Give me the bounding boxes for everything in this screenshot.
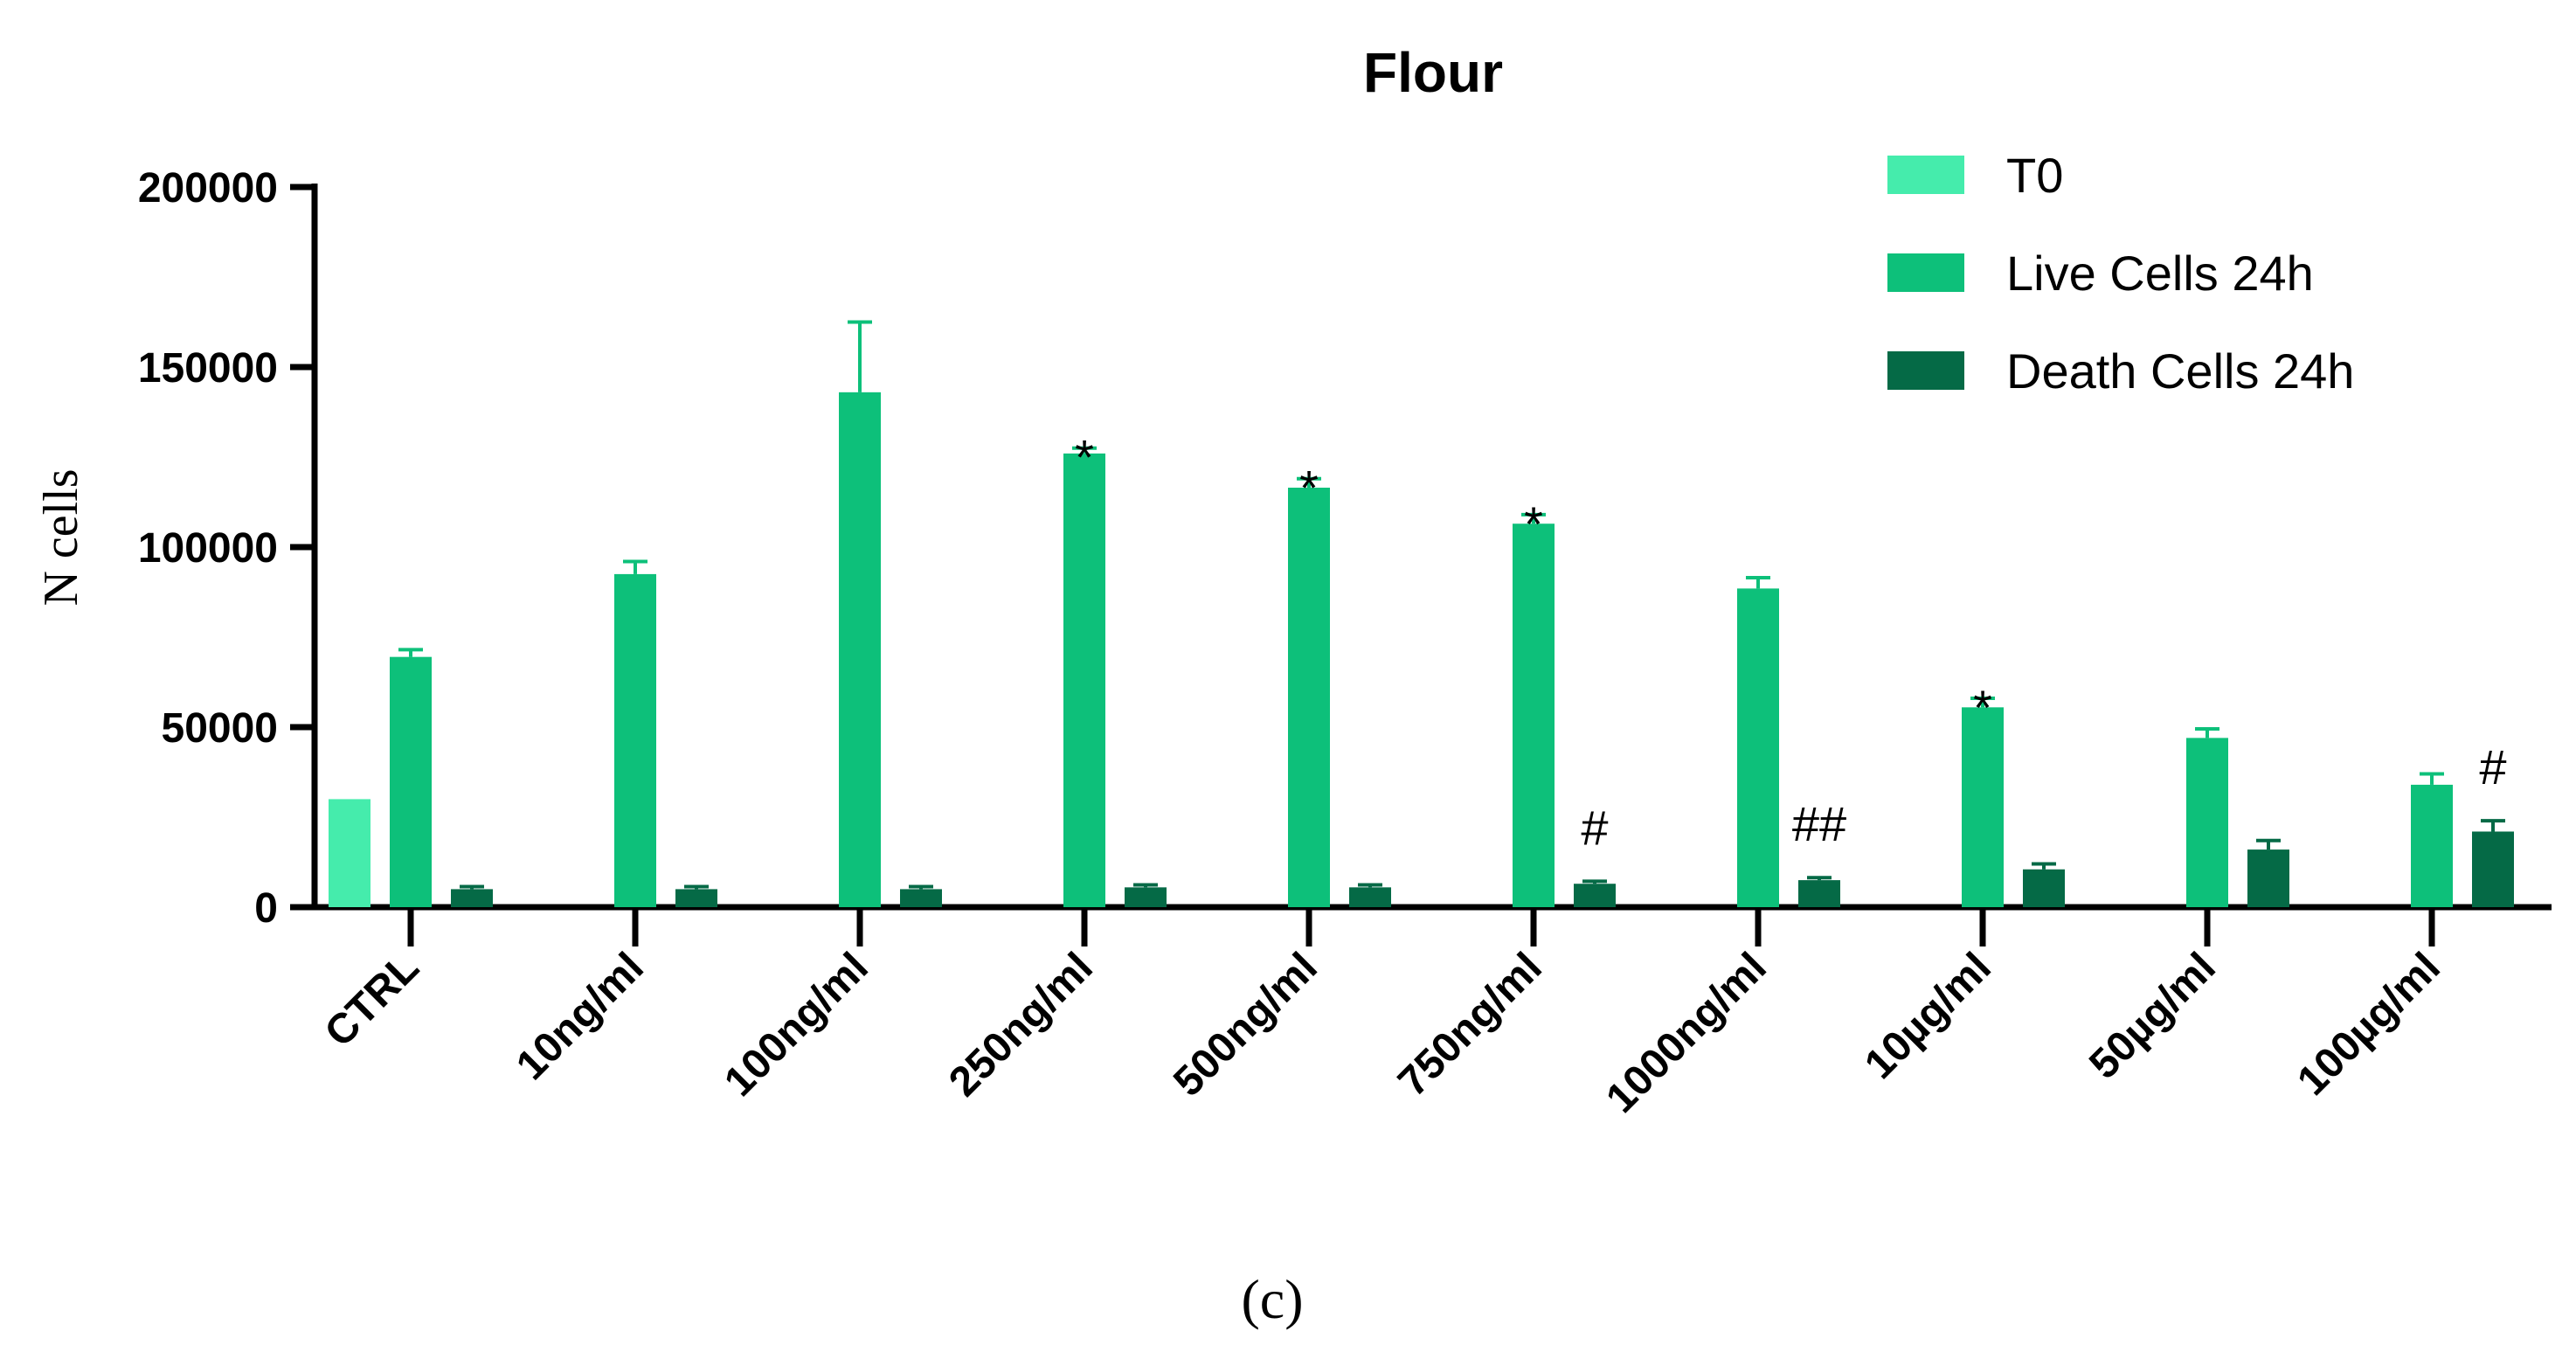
bar-death-cells-24h [2472,831,2514,907]
bar-live-cells-24h [1513,523,1555,907]
bar-live-cells-24h [839,392,881,908]
x-tick-label: 100ng/ml [716,944,877,1106]
x-tick-label: 500ng/ml [1165,944,1326,1106]
bar-death-cells-24h [2023,869,2065,907]
significance-marker: * [1524,496,1543,551]
significance-marker: # [1581,800,1608,855]
significance-marker: * [1973,680,1992,735]
x-tick-label: 750ng/ml [1389,944,1551,1106]
significance-marker: # [2479,739,2506,794]
y-tick-label: 200000 [138,165,278,211]
significance-marker: * [1299,461,1319,516]
bar-death-cells-24h [1574,884,1616,907]
bar-live-cells-24h [2186,738,2228,907]
significance-marker: ## [1792,796,1846,851]
bar-live-cells-24h [1737,588,1779,907]
bar-death-cells-24h [675,889,717,907]
legend: T0 Live Cells 24h Death Cells 24h [1887,148,2354,399]
bar-live-cells-24h [614,573,656,907]
x-tick-label: 10µg/ml [1856,944,2000,1088]
legend-swatch [1887,156,1964,194]
bar-live-cells-24h [1288,488,1330,907]
x-tick-label: 10ng/ml [508,944,653,1089]
y-tick-label: 0 [254,885,278,932]
bar-death-cells-24h [1349,887,1391,907]
significance-marker: * [1075,430,1094,485]
legend-label: Live Cells 24h [2006,246,2314,301]
legend-swatch [1887,253,1964,292]
bar-live-cells-24h [1962,707,2004,907]
chart-title: Flour [1363,41,1503,104]
bars-group: ****# ### [329,320,2514,908]
bar-death-cells-24h [451,889,493,907]
bar-live-cells-24h [2411,784,2453,907]
panel-label: (c) [1241,1268,1303,1330]
legend-swatch [1887,351,1964,390]
legend-label: Death Cells 24h [2006,343,2354,399]
x-tick-label: 50µg/ml [2081,944,2225,1088]
x-tick-label: 250ng/ml [940,944,1102,1106]
y-tick-label: 100000 [138,525,278,572]
bar-death-cells-24h [2247,849,2289,907]
bar-live-cells-24h [390,656,432,907]
y-tick-label: 50000 [162,705,278,752]
bar-live-cells-24h [1063,453,1105,907]
axes: 0 50000 100000 150000 200000 CTRL 10ng/ml 100ng… [138,165,2552,1122]
x-tick-label: CTRL [316,944,428,1056]
bar-death-cells-24h [1798,880,1840,907]
bar-death-cells-24h [1125,887,1167,907]
y-axis-label: N cells [34,468,88,606]
x-tick-label: 100µg/ml [2289,944,2448,1104]
bar-t0 [329,799,370,907]
y-tick-label: 150000 [138,345,278,392]
legend-label: T0 [2006,148,2063,203]
x-tick-label: 1000ng/ml [1597,944,1775,1121]
bar-death-cells-24h [900,889,942,907]
